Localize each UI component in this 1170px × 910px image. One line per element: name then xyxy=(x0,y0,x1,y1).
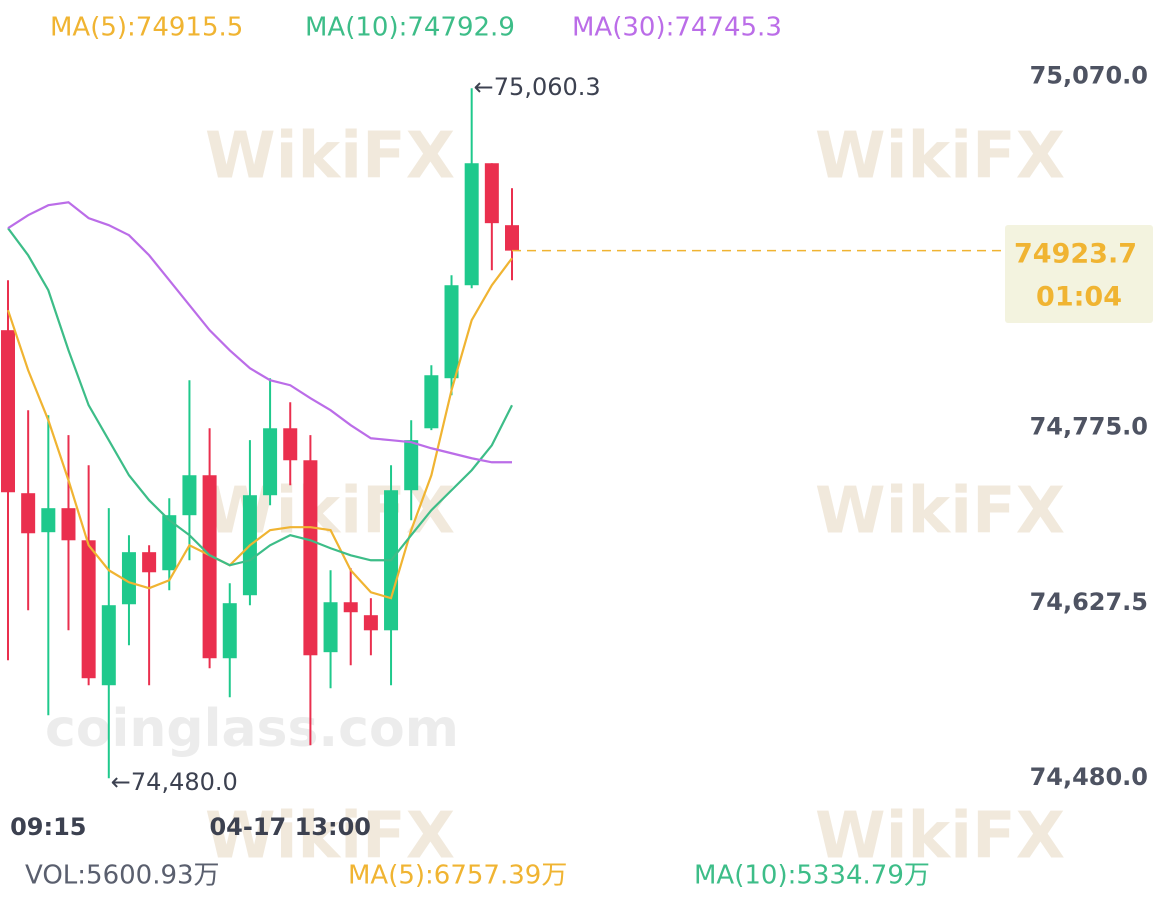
y-tick-label: 74,775.0 xyxy=(1030,412,1148,440)
candle-body xyxy=(202,475,217,659)
candle-body xyxy=(404,440,419,491)
ma-line xyxy=(7,227,513,567)
candle-body xyxy=(484,163,499,224)
volume-legend: VOL:5600.93万 xyxy=(25,861,220,891)
x-tick-label: 09:15 xyxy=(10,813,86,841)
ma-line xyxy=(7,201,512,464)
extreme-annotation: ←75,060.3 xyxy=(474,73,601,101)
candle-body xyxy=(142,552,157,573)
candle-body xyxy=(182,475,197,516)
candle-body xyxy=(303,460,318,656)
y-tick-label: 74,627.5 xyxy=(1030,588,1148,616)
watermark: WikiFX xyxy=(815,475,1065,549)
candle-body xyxy=(101,605,116,686)
volume-legend: MA(5):6757.39万 xyxy=(348,861,567,891)
y-tick-label: 74,480.0 xyxy=(1030,763,1148,791)
watermark: WikiFX xyxy=(205,120,455,194)
last-price-label: 74923.7 xyxy=(1014,239,1137,270)
legend-entry: MA(10):74792.9 xyxy=(305,13,515,43)
candle-body xyxy=(21,493,36,534)
countdown-label: 01:04 xyxy=(1036,282,1122,313)
extreme-annotation: ←74,480.0 xyxy=(111,768,238,796)
y-tick-label: 75,070.0 xyxy=(1030,62,1148,90)
legend-entry: MA(5):74915.5 xyxy=(50,13,243,43)
watermark: WikiFX xyxy=(205,800,455,874)
candle-body xyxy=(363,615,378,631)
candle-body xyxy=(323,602,338,653)
watermark: coinglass.com xyxy=(45,699,459,759)
last-price-box xyxy=(1005,225,1153,323)
candle-body xyxy=(283,428,298,461)
watermark: WikiFX xyxy=(815,800,1065,874)
candle-body xyxy=(222,603,237,659)
legend-entry: MA(30):74745.3 xyxy=(572,13,782,43)
candle-body xyxy=(41,508,56,533)
candle-body xyxy=(505,225,519,251)
ma-line xyxy=(6,257,513,600)
watermark: WikiFX xyxy=(815,120,1065,194)
candle-body xyxy=(263,428,278,496)
candle-body xyxy=(424,375,439,429)
candle-body xyxy=(444,285,459,379)
candle-body xyxy=(162,515,177,571)
candle-body xyxy=(121,552,136,605)
candle-body xyxy=(343,602,358,613)
watermark-layer: WikiFX WikiFX WikiFX WikiFX WikiFX WikiF… xyxy=(45,120,1065,874)
candle-body xyxy=(464,163,479,286)
candle-body xyxy=(1,330,15,493)
candle-body xyxy=(61,508,76,541)
candle-body xyxy=(81,540,96,679)
x-tick-label: 04-17 13:00 xyxy=(209,813,371,841)
volume-legend: MA(10):5334.79万 xyxy=(694,861,930,891)
